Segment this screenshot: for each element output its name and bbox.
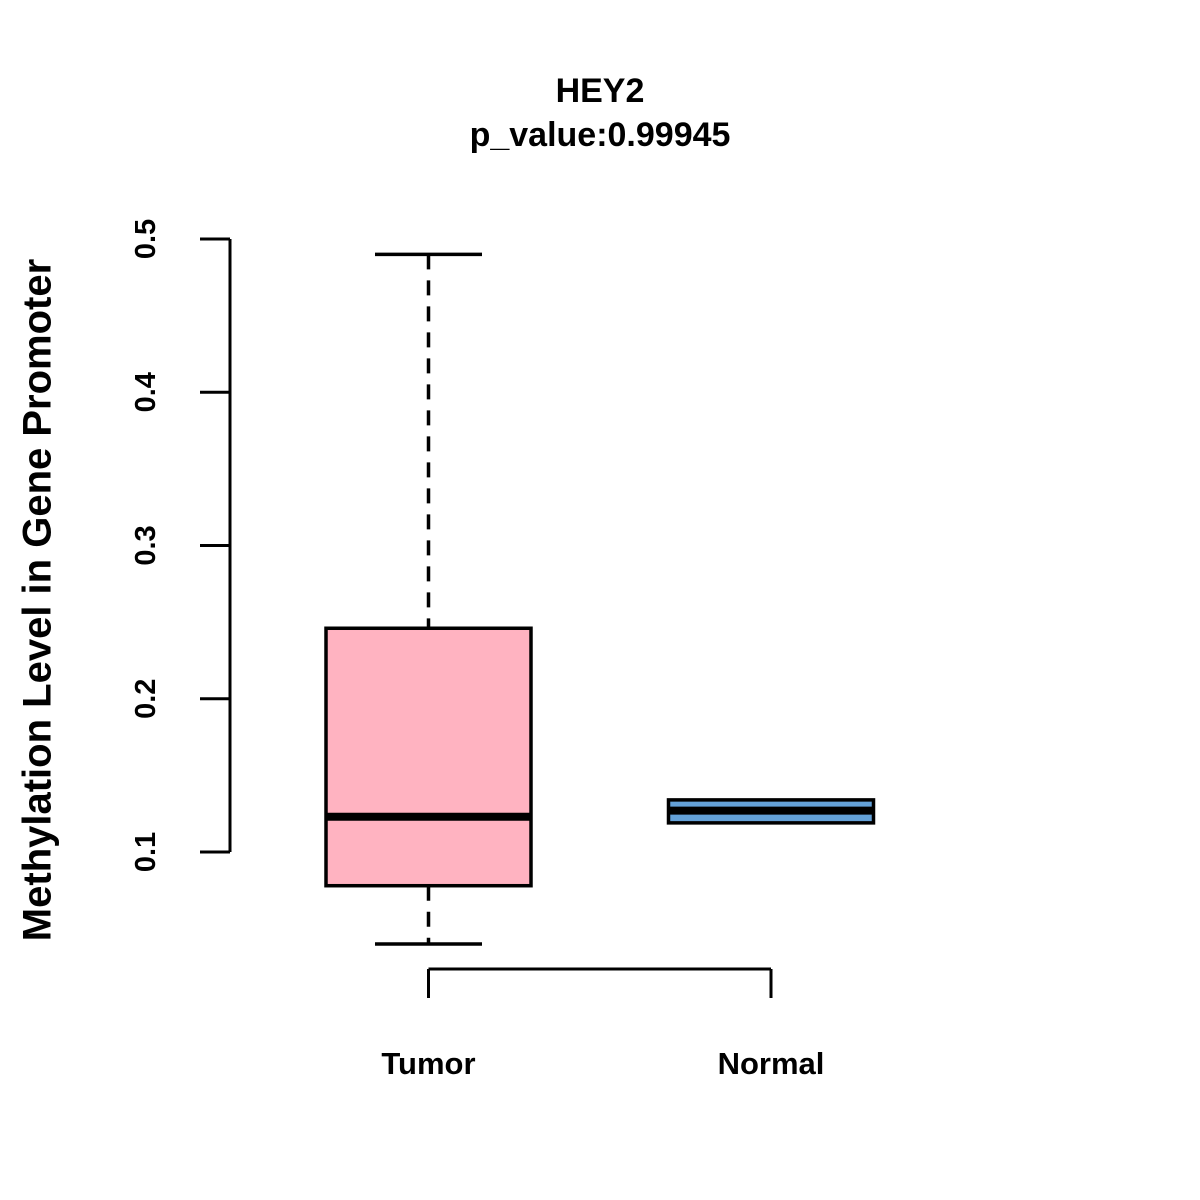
- y-axis-tick-label: 0.3: [130, 525, 162, 565]
- box-tumor: [324, 626, 533, 888]
- y-axis-tick-label: 0.5: [130, 219, 162, 259]
- y-axis-tick-label: 0.1: [130, 832, 162, 872]
- x-axis-category-label-normal: Normal: [718, 1046, 825, 1081]
- chart-title: HEY2: [555, 72, 645, 110]
- x-axis-category-label-tumor: Tumor: [381, 1046, 475, 1081]
- y-axis-tick-label: 0.4: [130, 372, 162, 412]
- y-axis-tick-label: 0.2: [130, 679, 162, 719]
- chart-subtitle: p_value:0.99945: [469, 116, 731, 154]
